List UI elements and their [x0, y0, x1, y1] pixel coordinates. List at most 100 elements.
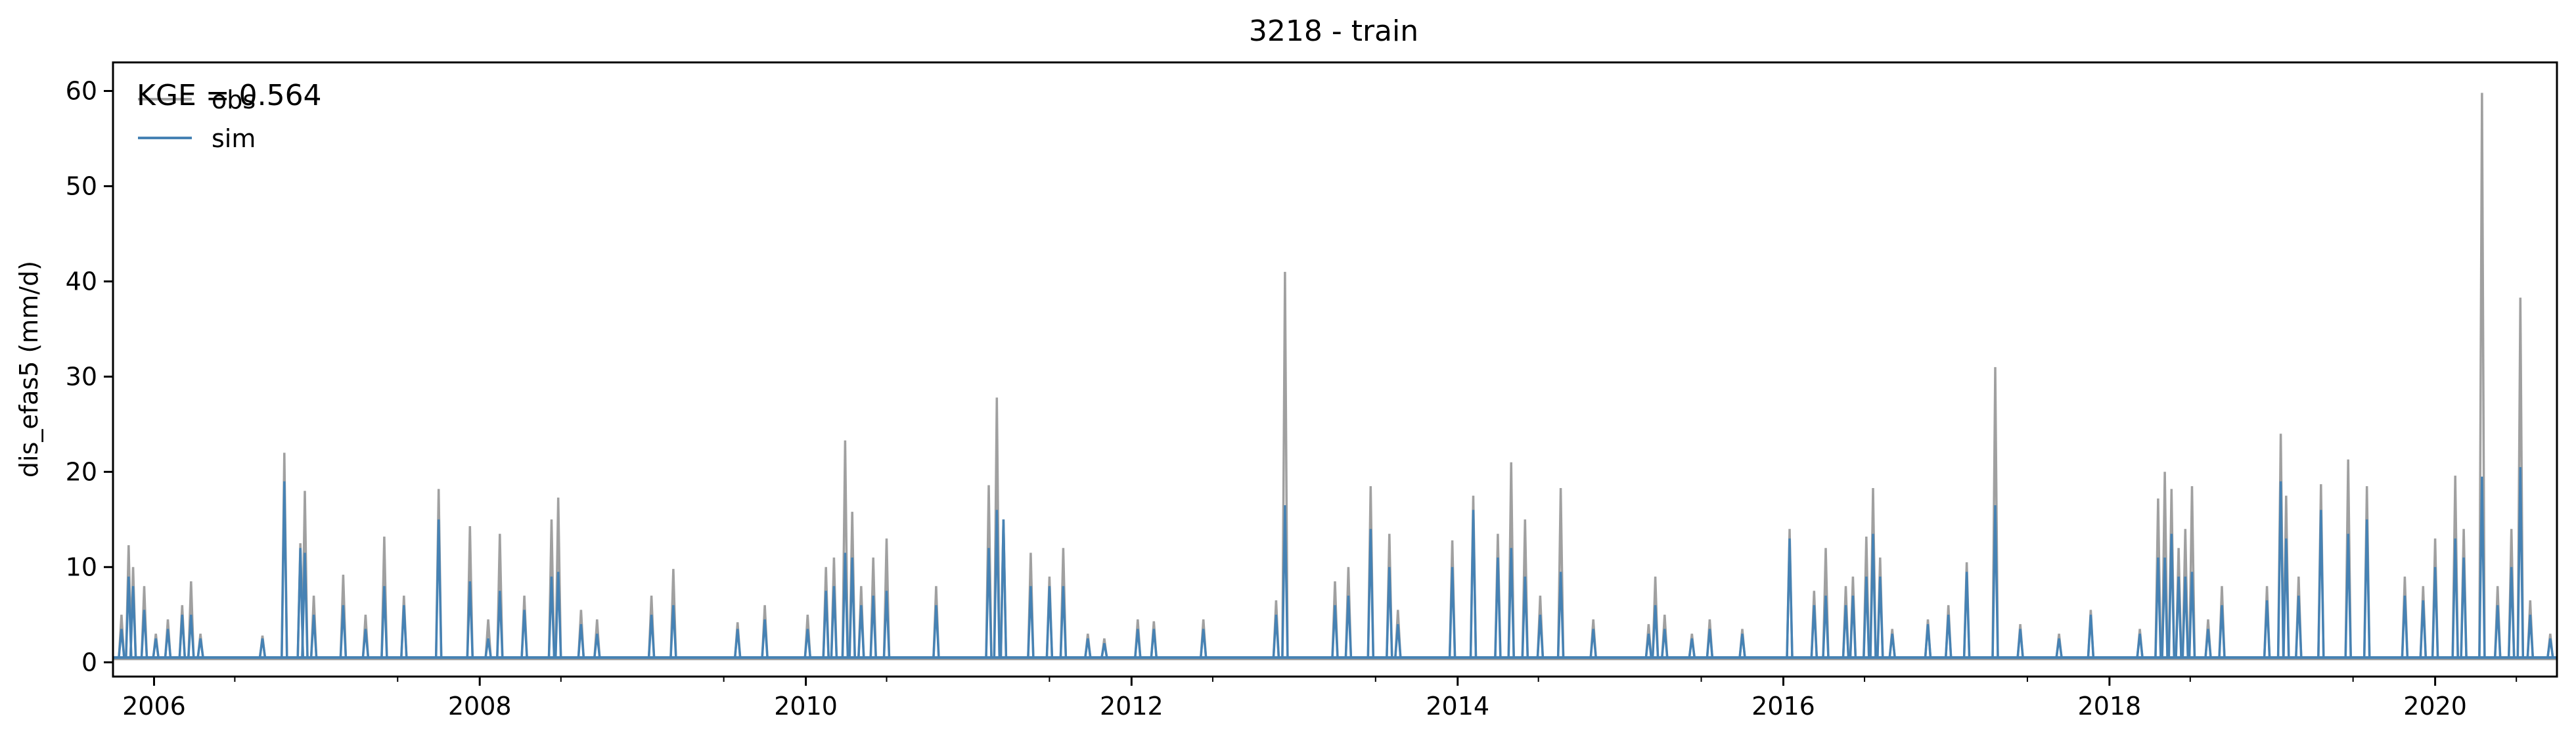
sim-peak — [2087, 614, 2095, 658]
sim-peak — [152, 638, 160, 658]
x-tick-label: 2010 — [774, 692, 838, 721]
sim-peak — [339, 605, 348, 658]
sim-peak — [2263, 600, 2271, 658]
sim-peak — [2419, 600, 2428, 658]
sim-peak — [1134, 629, 1142, 658]
sim-peak — [1469, 510, 1478, 658]
sim-peak — [466, 581, 474, 658]
sim-peak — [1344, 595, 1353, 658]
sim-peak — [1849, 595, 1857, 658]
sim-peak — [1822, 595, 1830, 658]
series-sim — [113, 467, 2557, 659]
sim-peak — [1842, 605, 1850, 658]
series-layer — [113, 93, 2557, 661]
sim-peak — [2362, 519, 2371, 658]
y-tick-label: 50 — [66, 171, 97, 200]
sim-peak — [129, 586, 137, 658]
sim-peak — [164, 629, 172, 658]
sim-peak — [1991, 505, 1999, 658]
sim-peak — [361, 629, 370, 658]
sim-peak — [2460, 557, 2468, 658]
sim-peak — [187, 614, 195, 658]
sim-peak — [2295, 595, 2303, 658]
y-tick-label: 40 — [66, 267, 97, 296]
x-tick-label: 2018 — [2078, 692, 2142, 721]
x-tick-label: 2016 — [1751, 692, 1815, 721]
sim-peak — [1394, 624, 1402, 658]
x-tick-label: 2006 — [122, 692, 186, 721]
sim-peak — [1150, 629, 1158, 658]
sim-peak — [993, 510, 1001, 658]
sim-peak — [932, 605, 940, 658]
axis-layer: 0 10 20 30 40 50 60 2006 2008 2010 2012 2014 2016 201… — [66, 76, 2518, 721]
y-tick-label: 30 — [66, 362, 97, 391]
obs-peak — [2478, 93, 2486, 659]
sim-peak — [1084, 638, 1092, 658]
sim-peak — [822, 591, 830, 658]
sim-peak — [281, 481, 288, 658]
x-tick-label: 2020 — [2403, 692, 2467, 721]
sim-peak — [258, 638, 267, 658]
sim-peak — [1962, 571, 1971, 658]
sim-peak — [1367, 529, 1375, 658]
sim-peak — [400, 605, 408, 658]
sim-peak — [1924, 624, 1932, 658]
sim-peak — [520, 610, 528, 658]
sim-peak — [761, 619, 769, 658]
sim-peak — [733, 629, 742, 658]
sim-peak — [1786, 538, 1794, 658]
legend-sim-label: sim — [212, 124, 256, 153]
sim-peak — [2516, 467, 2525, 658]
sim-peak — [1944, 614, 1953, 658]
sim-peak — [2451, 538, 2459, 658]
sim-peak — [1888, 633, 1896, 658]
x-tick-label: 2012 — [1100, 692, 1164, 721]
y-tick-label: 60 — [66, 76, 97, 105]
sim-peak — [1536, 614, 1545, 658]
sim-peak — [1876, 576, 1884, 658]
sim-peak — [2175, 576, 2182, 658]
sim-peak — [2401, 595, 2409, 658]
sim-peak — [803, 629, 812, 658]
kge-annotation: KGE = 0.564 — [137, 79, 322, 112]
sim-peak — [1045, 586, 1054, 658]
sim-peak — [2161, 557, 2169, 658]
sim-peak — [857, 605, 865, 658]
sim-peak — [669, 605, 677, 658]
sim-peak — [882, 591, 891, 658]
sim-peak — [2181, 576, 2190, 658]
sim-peak — [2507, 567, 2516, 658]
sim-peak — [848, 557, 856, 658]
sim-peak — [140, 610, 148, 658]
legend-obs-label: obs — [212, 85, 256, 114]
plot-frame — [112, 61, 2558, 678]
sim-peak — [1507, 548, 1515, 658]
sim-peak — [484, 638, 492, 658]
sim-peak — [2493, 605, 2502, 658]
sim-peak — [301, 552, 309, 658]
sim-peak — [1331, 605, 1339, 658]
sim-peak — [1494, 557, 1502, 658]
sim-peak — [1644, 633, 1653, 658]
sim-peak — [1386, 567, 1393, 658]
sim-peak — [1100, 642, 1108, 658]
y-tick-label: 20 — [66, 457, 97, 486]
sim-peak — [178, 614, 187, 658]
sim-peak — [434, 519, 443, 658]
sim-peak — [1027, 586, 1035, 658]
sim-peak — [647, 614, 656, 658]
sim-peak — [869, 595, 877, 658]
sim-peak — [830, 586, 838, 658]
y-tick-label: 10 — [66, 552, 97, 581]
sim-peak — [380, 586, 388, 658]
sim-peak — [496, 591, 504, 658]
y-axis-label: dis_efas5 (mm/d) — [14, 261, 43, 478]
sim-peak — [2431, 567, 2439, 658]
y-tick-label: 0 — [81, 648, 97, 677]
sim-peak — [2526, 614, 2535, 658]
sim-peak — [2276, 481, 2285, 658]
sim-peak — [1448, 567, 1457, 658]
sim-peak — [999, 519, 1008, 658]
sim-peak — [2016, 629, 2024, 658]
